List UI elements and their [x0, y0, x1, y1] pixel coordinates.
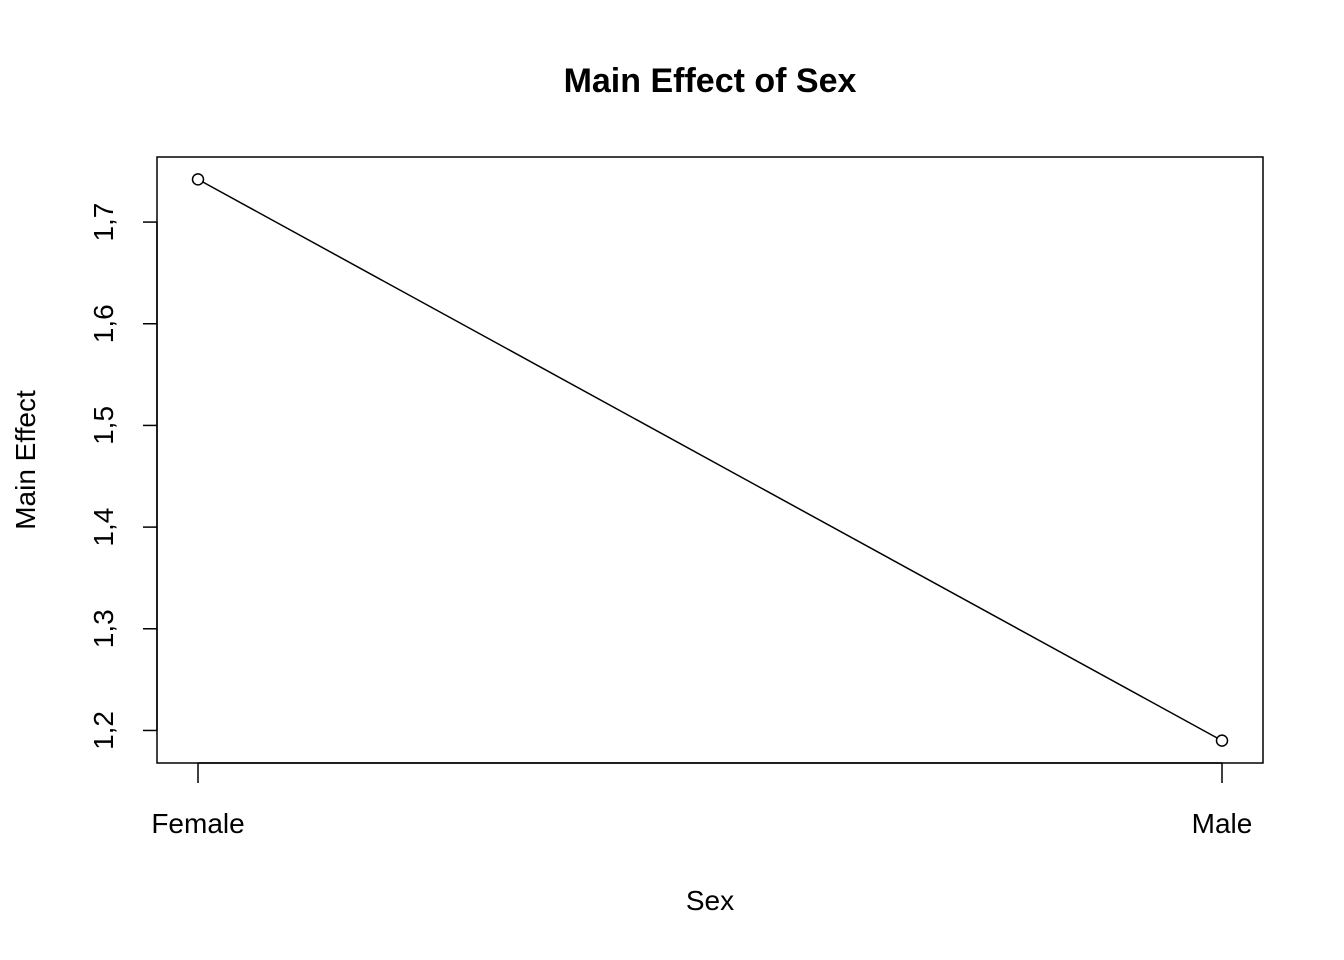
data-point-male: [1215, 734, 1229, 747]
series-line: [202, 181, 1218, 739]
x-tick-label: Female: [151, 808, 244, 839]
y-tick-label: 1,3: [88, 609, 119, 648]
y-tick-label: 1,2: [88, 711, 119, 750]
y-tick-label: 1,6: [88, 304, 119, 343]
y-tick-label: 1,4: [88, 508, 119, 547]
x-axis: Female Male: [151, 762, 1253, 839]
y-axis-label: Main Effect: [10, 390, 41, 530]
x-tick-label: Male: [1192, 808, 1253, 839]
y-tick-label: 1,7: [88, 203, 119, 242]
data-series: [191, 173, 1229, 747]
x-axis-label: Sex: [686, 885, 734, 916]
y-tick-label: 1,5: [88, 406, 119, 445]
chart-title: Main Effect of Sex: [564, 62, 857, 100]
data-point-female: [191, 173, 205, 186]
y-axis: 1,2 1,3 1,4 1,5 1,6 1,7: [88, 203, 158, 750]
